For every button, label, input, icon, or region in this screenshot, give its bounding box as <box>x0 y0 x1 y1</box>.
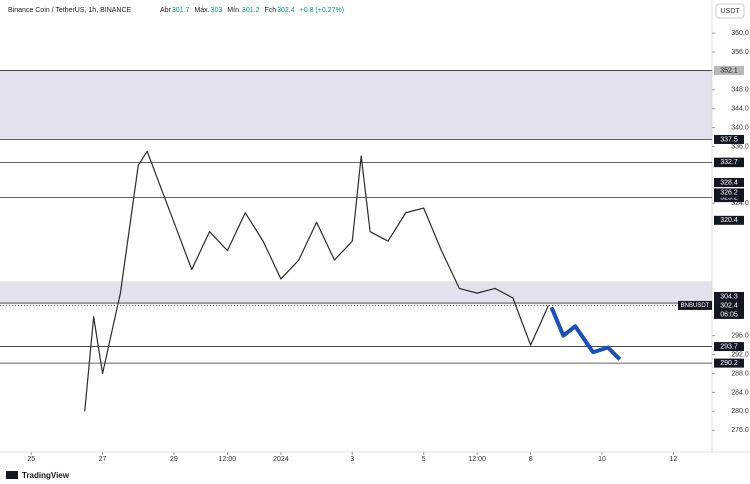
price-tag <box>714 215 744 225</box>
ohlc-value: 302.4 <box>277 7 295 14</box>
last-price-tag <box>714 300 744 319</box>
level-label: 293.7 <box>720 343 738 350</box>
y-tick-label: 280.0 <box>731 408 749 415</box>
last-price: 302.4 <box>720 302 738 309</box>
price-tag <box>714 188 744 198</box>
level-tag <box>714 358 744 368</box>
symbol-tag <box>678 300 712 310</box>
price-tag <box>714 157 744 167</box>
x-tick-label: 12 <box>669 456 677 463</box>
level-label: 325.2 <box>720 194 738 201</box>
x-tick-label: 2024 <box>273 456 289 463</box>
y-tick-label: 360.0 <box>731 30 749 37</box>
ohlc-label: Máx. <box>194 7 209 14</box>
ohlc: Abr 301.7 Máx. 303 Mín. 301.2 Fch 302.4 +0.8 (+0… <box>160 7 344 14</box>
level-label: 290.2 <box>720 360 738 367</box>
x-tick-label: 3 <box>350 456 354 463</box>
ohlc-value: 303 <box>211 7 223 14</box>
x-tick-label: 8 <box>529 456 533 463</box>
price-tag-label: 326.2 <box>720 190 738 197</box>
y-tick-label: 296.0 <box>731 333 749 340</box>
currency[interactable]: USDT <box>720 8 740 15</box>
ohlc-value: 301.2 <box>242 7 260 14</box>
x-tick-label: 27 <box>99 456 107 463</box>
level-tag <box>714 134 744 144</box>
x-tick-label: 29 <box>170 456 178 463</box>
price-tag-label: 320.4 <box>720 217 738 224</box>
countdown: 06:05 <box>720 311 738 318</box>
brand: TradingView <box>22 471 70 480</box>
y-tick-label: 288.0 <box>731 370 749 377</box>
y-tick-label: 276.0 <box>731 427 749 434</box>
y-tick-label: 292.0 <box>731 351 749 358</box>
x-tick-label: 12:00 <box>468 456 486 463</box>
change: +0.8 (+0.27%) <box>300 7 344 14</box>
symbol: BNBUSDT <box>681 303 710 309</box>
currency-button[interactable] <box>715 3 745 19</box>
level-label: 352.1 <box>720 67 738 74</box>
y-tick-label: 344.0 <box>731 106 749 113</box>
level-label: 337.5 <box>720 136 738 143</box>
y-tick-label: 348.0 <box>731 87 749 94</box>
level-tag <box>714 193 744 203</box>
logo <box>6 471 18 479</box>
x-tick-label: 12:00 <box>219 456 237 463</box>
y-tick-label: 336.0 <box>731 143 749 150</box>
y-tick-label: 324.0 <box>731 200 749 207</box>
price-tag <box>714 178 744 188</box>
price-tag <box>714 291 744 301</box>
x-tick-label: 25 <box>27 456 35 463</box>
projection-line <box>549 306 622 361</box>
chart-title: Binance Coin / TetherUS, 1h, BINANCE <box>8 7 132 14</box>
level-tag <box>714 342 744 352</box>
y-tick-label: 340.0 <box>731 125 749 132</box>
ohlc-value: 301.7 <box>172 7 190 14</box>
x-tick-label: 10 <box>598 456 606 463</box>
price-tag-label: 328.4 <box>720 179 738 186</box>
x-tick-label: 5 <box>422 456 426 463</box>
y-tick-label: 284.0 <box>731 389 749 396</box>
zone <box>0 281 712 304</box>
ohlc-label: Mín. <box>227 7 241 14</box>
zone <box>0 70 712 140</box>
y-tick-label: 356.0 <box>731 49 749 56</box>
level-tag <box>714 65 744 75</box>
price-tag-label: 332.7 <box>720 159 738 166</box>
ohlc-label: Fch <box>264 7 276 14</box>
price-line <box>84 150 550 412</box>
ohlc-label: Abr <box>160 7 172 14</box>
price-tag-label: 304.3 <box>720 293 738 300</box>
